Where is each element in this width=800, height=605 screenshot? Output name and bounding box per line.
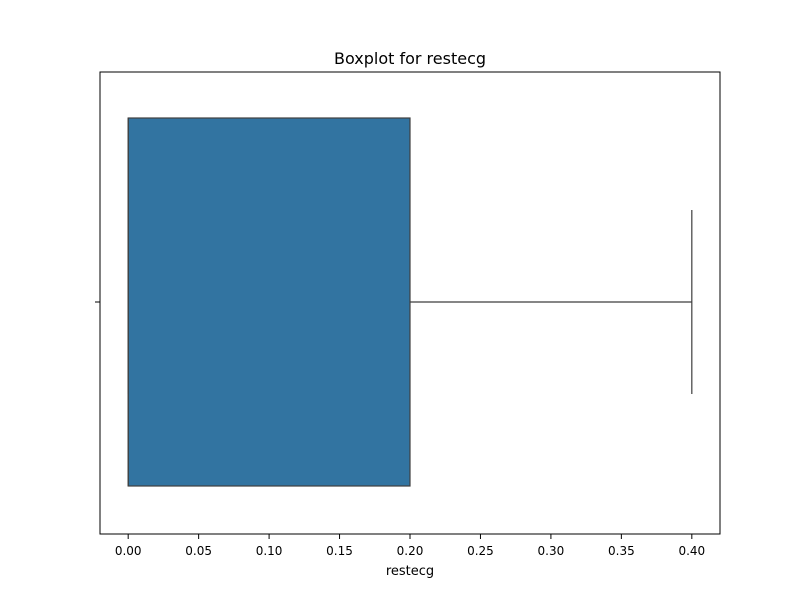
plot-marks xyxy=(127,117,693,487)
x-tick-label: 0.10 xyxy=(256,544,283,558)
x-tick-label: 0.05 xyxy=(185,544,212,558)
x-tick-label: 0.00 xyxy=(115,544,142,558)
x-tick-label: 0.30 xyxy=(538,544,565,558)
x-tick-label: 0.25 xyxy=(467,544,494,558)
x-axis-label: restecg xyxy=(386,564,434,579)
x-axis-ticks: 0.00 0.05 0.10 0.15 0.20 0.25 0.30 0.35 0.40 xyxy=(115,534,705,558)
iqr-box xyxy=(127,117,411,487)
x-tick-label: 0.15 xyxy=(326,544,353,558)
chart-title: Boxplot for restecg xyxy=(334,49,486,68)
x-tick-label: 0.20 xyxy=(397,544,424,558)
x-tick-label: 0.40 xyxy=(678,544,705,558)
x-tick-label: 0.35 xyxy=(608,544,635,558)
